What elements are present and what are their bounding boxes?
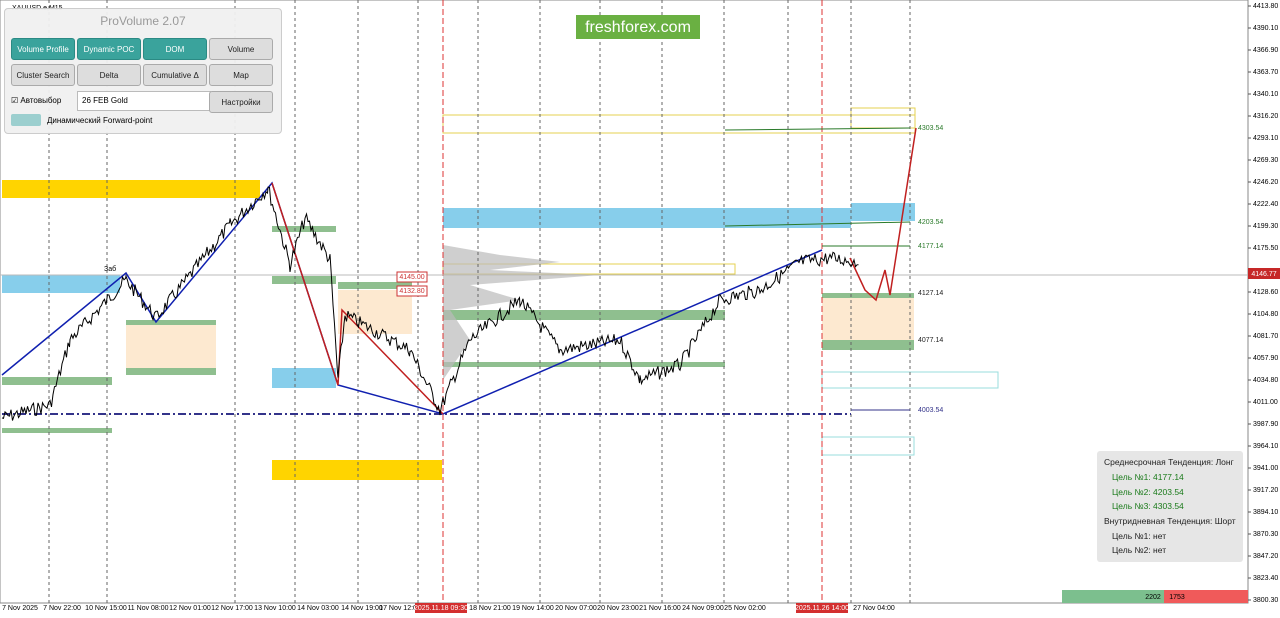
level-label: 4077.14 [918, 337, 943, 344]
time-label: 25 Nov 02:00 [724, 605, 766, 612]
provolume-panel: ProVolume 2.07 Volume Profile Dynamic PO… [4, 8, 282, 134]
time-label: 20 Nov 23:00 [597, 605, 639, 612]
time-label: 24 Nov 09:00 [682, 605, 724, 612]
price-label: 4128.60 [1253, 289, 1278, 296]
time-label: 7 Nov 22:00 [43, 605, 81, 612]
button[interactable]: Map [209, 64, 273, 86]
instrument-select[interactable]: 26 FEB Gold [77, 91, 211, 111]
time-label: 20 Nov 07:00 [555, 605, 597, 612]
time-label: 18 Nov 21:00 [469, 605, 511, 612]
time-label: 10 Nov 15:00 [85, 605, 127, 612]
info-heading: Внутридневная Тенденция: Шорт [1104, 516, 1236, 526]
info-box: Среднесрочная Тенденция: Лонг Цель №1: 4… [1097, 451, 1243, 562]
price-label: 3894.10 [1253, 509, 1278, 516]
price-label: 3964.10 [1253, 443, 1278, 450]
box-label-bg [396, 271, 428, 283]
watermark: freshforex.com [585, 19, 691, 36]
button[interactable]: Настройки [209, 91, 273, 113]
level-label: 4177.14 [918, 243, 943, 250]
box-label: 4145.00 [399, 274, 424, 281]
price-label: 4222.40 [1253, 201, 1278, 208]
time-label: 14 Nov 03:00 [297, 605, 339, 612]
time-label: 11 Nov 08:00 [127, 605, 168, 612]
button[interactable]: DOM [143, 38, 207, 60]
info-target: Цель №1: 4177.14 [1112, 472, 1184, 482]
time-highlight [415, 603, 467, 613]
button[interactable]: Cumulative Δ [143, 64, 207, 86]
price-label: 4269.30 [1253, 157, 1278, 164]
price-label: 3847.20 [1253, 553, 1278, 560]
price-label: 4104.80 [1253, 311, 1278, 318]
toggle-label: Динамический Forward-point [47, 116, 153, 125]
level-label: 4127.14 [918, 290, 943, 297]
time-label: 12 Nov 17:00 [211, 605, 253, 612]
price-label: 4057.90 [1253, 355, 1278, 362]
volume-sell: 1753 [1169, 594, 1185, 601]
button[interactable]: Volume [209, 38, 273, 60]
price-label: 4366.90 [1253, 47, 1278, 54]
price-label: 3941.00 [1253, 465, 1278, 472]
price-label: 4316.20 [1253, 113, 1278, 120]
checkbox[interactable]: ☑ Автовыбор [11, 96, 62, 105]
info-target: Цель №2: нет [1112, 545, 1167, 555]
info-target: Цель №3: 4303.54 [1112, 501, 1184, 511]
time-label: 13 Nov 10:00 [254, 605, 296, 612]
levels: 4303.54 4203.54 4177.14 4127.14 4077.14 4003.… [396, 125, 943, 414]
time-label: 14 Nov 19:00 [341, 605, 383, 612]
checkbox-label: Автовыбор [20, 96, 62, 105]
time-label: 27 Nov 04:00 [853, 605, 895, 612]
info-heading: Среднесрочная Тенденция: Лонг [1104, 457, 1234, 467]
price-label: 4199.30 [1253, 223, 1278, 230]
price-label: 4340.10 [1253, 91, 1278, 98]
level-label: 4003.54 [918, 407, 943, 414]
price-label: 4011.00 [1253, 399, 1278, 406]
price-axis: 4413.80 4390.10 4366.90 4363.70 4340.10 4316.… [1248, 3, 1278, 604]
current-price: 4146.77 [1251, 271, 1276, 278]
level-label: 4203.54 [918, 219, 943, 226]
watermark-bg [576, 15, 700, 39]
time-label: 12 Nov 01:00 [169, 605, 211, 612]
price-label: 4413.80 [1253, 3, 1278, 10]
button[interactable]: Dynamic POC [77, 38, 141, 60]
price-label: 3823.40 [1253, 575, 1278, 582]
button[interactable]: Delta [77, 64, 141, 86]
price-label: 4363.70 [1253, 69, 1278, 76]
time-axis: 7 Nov 2025 7 Nov 22:00 10 Nov 15:00 11 Nov … [2, 603, 895, 613]
toggle[interactable] [11, 114, 41, 126]
price-label: 3870.30 [1253, 531, 1278, 538]
volume-buy: 2202 [1145, 594, 1161, 601]
box-label-bg [396, 285, 428, 297]
time-label: 17 Nov 12:00 [379, 605, 421, 612]
price-label: 4081.70 [1253, 333, 1278, 340]
price-label: 4034.80 [1253, 377, 1278, 384]
button[interactable]: Cluster Search [11, 64, 75, 86]
drawings [0, 0, 1280, 603]
price-label: 3800.30 [1253, 597, 1278, 604]
price-label: 3917.20 [1253, 487, 1278, 494]
time-label: 2025.11.18 09:30 [414, 605, 468, 612]
time-label: 7 Nov 2025 [2, 605, 38, 612]
button[interactable]: Volume Profile [11, 38, 75, 60]
level-label: 4303.54 [918, 125, 943, 132]
note: Заб [104, 265, 116, 273]
price-label: 4293.10 [1253, 135, 1278, 142]
price-label: 4390.10 [1253, 25, 1278, 32]
time-label: 2025.11.26 14:00 [795, 605, 849, 612]
box-label: 4132.80 [399, 288, 424, 295]
time-label: 19 Nov 14:00 [512, 605, 554, 612]
price-label: 4246.20 [1253, 179, 1278, 186]
info-target: Цель №2: 4203.54 [1112, 487, 1184, 497]
time-label: 21 Nov 16:00 [639, 605, 681, 612]
time-highlight [796, 603, 848, 613]
panel-title: ProVolume 2.07 [100, 14, 186, 28]
price-label: 3987.90 [1253, 421, 1278, 428]
info-target: Цель №1: нет [1112, 531, 1167, 541]
price-label: 4175.50 [1253, 245, 1278, 252]
